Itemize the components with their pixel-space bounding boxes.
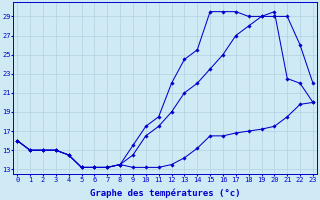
X-axis label: Graphe des températures (°c): Graphe des températures (°c) [90,188,240,198]
